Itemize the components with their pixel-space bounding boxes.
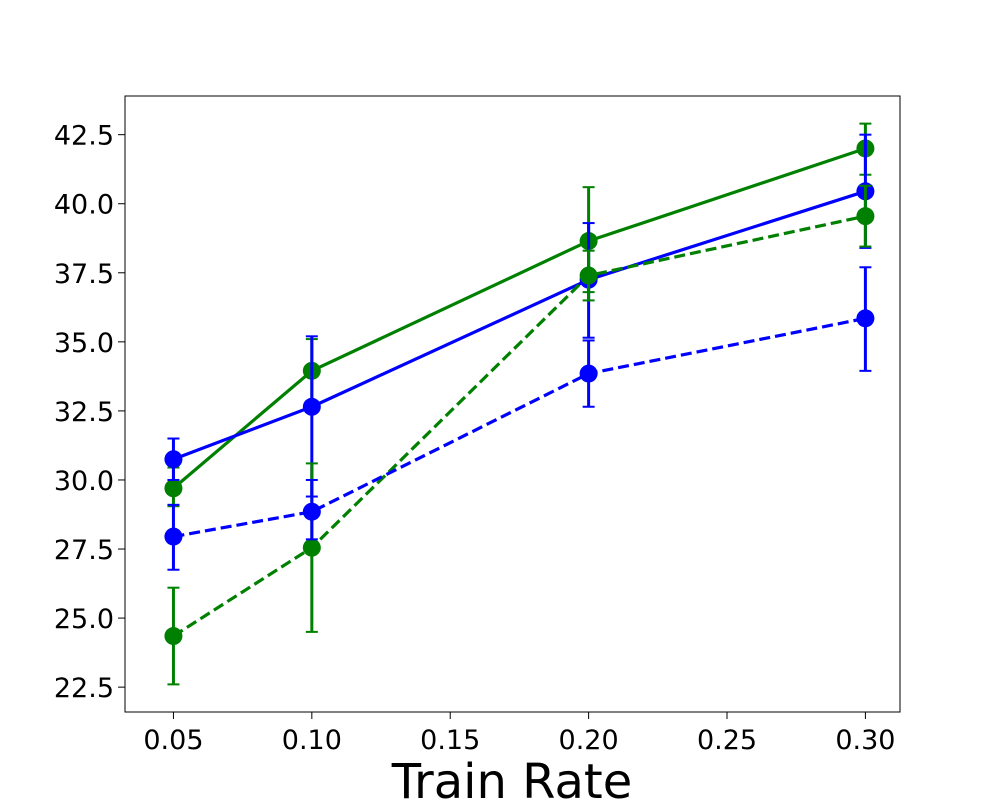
y-axis-ticks: 22.5 25.0 27.5 30.0 32.5 35.0 37.5 40.0 42.5 — [54, 121, 125, 704]
x-tick-label: 0.15 — [420, 725, 480, 756]
data-point — [856, 207, 875, 226]
x-axis-title: Train Rate — [391, 754, 633, 800]
y-tick-label: 27.5 — [54, 535, 114, 566]
y-tick-label: 37.5 — [54, 259, 114, 290]
y-tick-label: 32.5 — [54, 397, 114, 428]
x-axis-ticks: 0.05 0.10 0.15 0.20 0.25 0.30 — [143, 712, 895, 756]
data-point — [302, 502, 321, 521]
data-point — [579, 266, 598, 285]
y-tick-label: 42.5 — [54, 121, 114, 152]
data-point — [164, 627, 183, 646]
y-tick-label: 30.0 — [54, 466, 114, 497]
y-tick-label: 25.0 — [54, 604, 114, 635]
series-line — [172, 214, 866, 638]
y-tick-label: 40.0 — [54, 190, 114, 221]
series-layer — [164, 122, 875, 686]
data-point — [856, 309, 875, 328]
y-tick-label: 35.0 — [54, 328, 114, 359]
data-point — [302, 538, 321, 557]
data-point — [579, 364, 598, 383]
y-tick-label: 22.5 — [54, 673, 114, 704]
data-point — [164, 479, 183, 498]
series-blue-dashed — [164, 266, 875, 571]
data-point — [164, 450, 183, 469]
x-tick-label: 0.30 — [835, 725, 895, 756]
plot-frame — [124, 95, 901, 713]
series-line — [172, 189, 866, 461]
data-point — [164, 527, 183, 546]
data-point — [302, 397, 321, 416]
x-tick-label: 0.05 — [143, 725, 203, 756]
x-tick-label: 0.20 — [559, 725, 619, 756]
x-tick-label: 0.10 — [282, 725, 342, 756]
series-line — [172, 146, 866, 490]
series-line — [173, 316, 866, 539]
x-tick-label: 0.25 — [697, 725, 757, 756]
